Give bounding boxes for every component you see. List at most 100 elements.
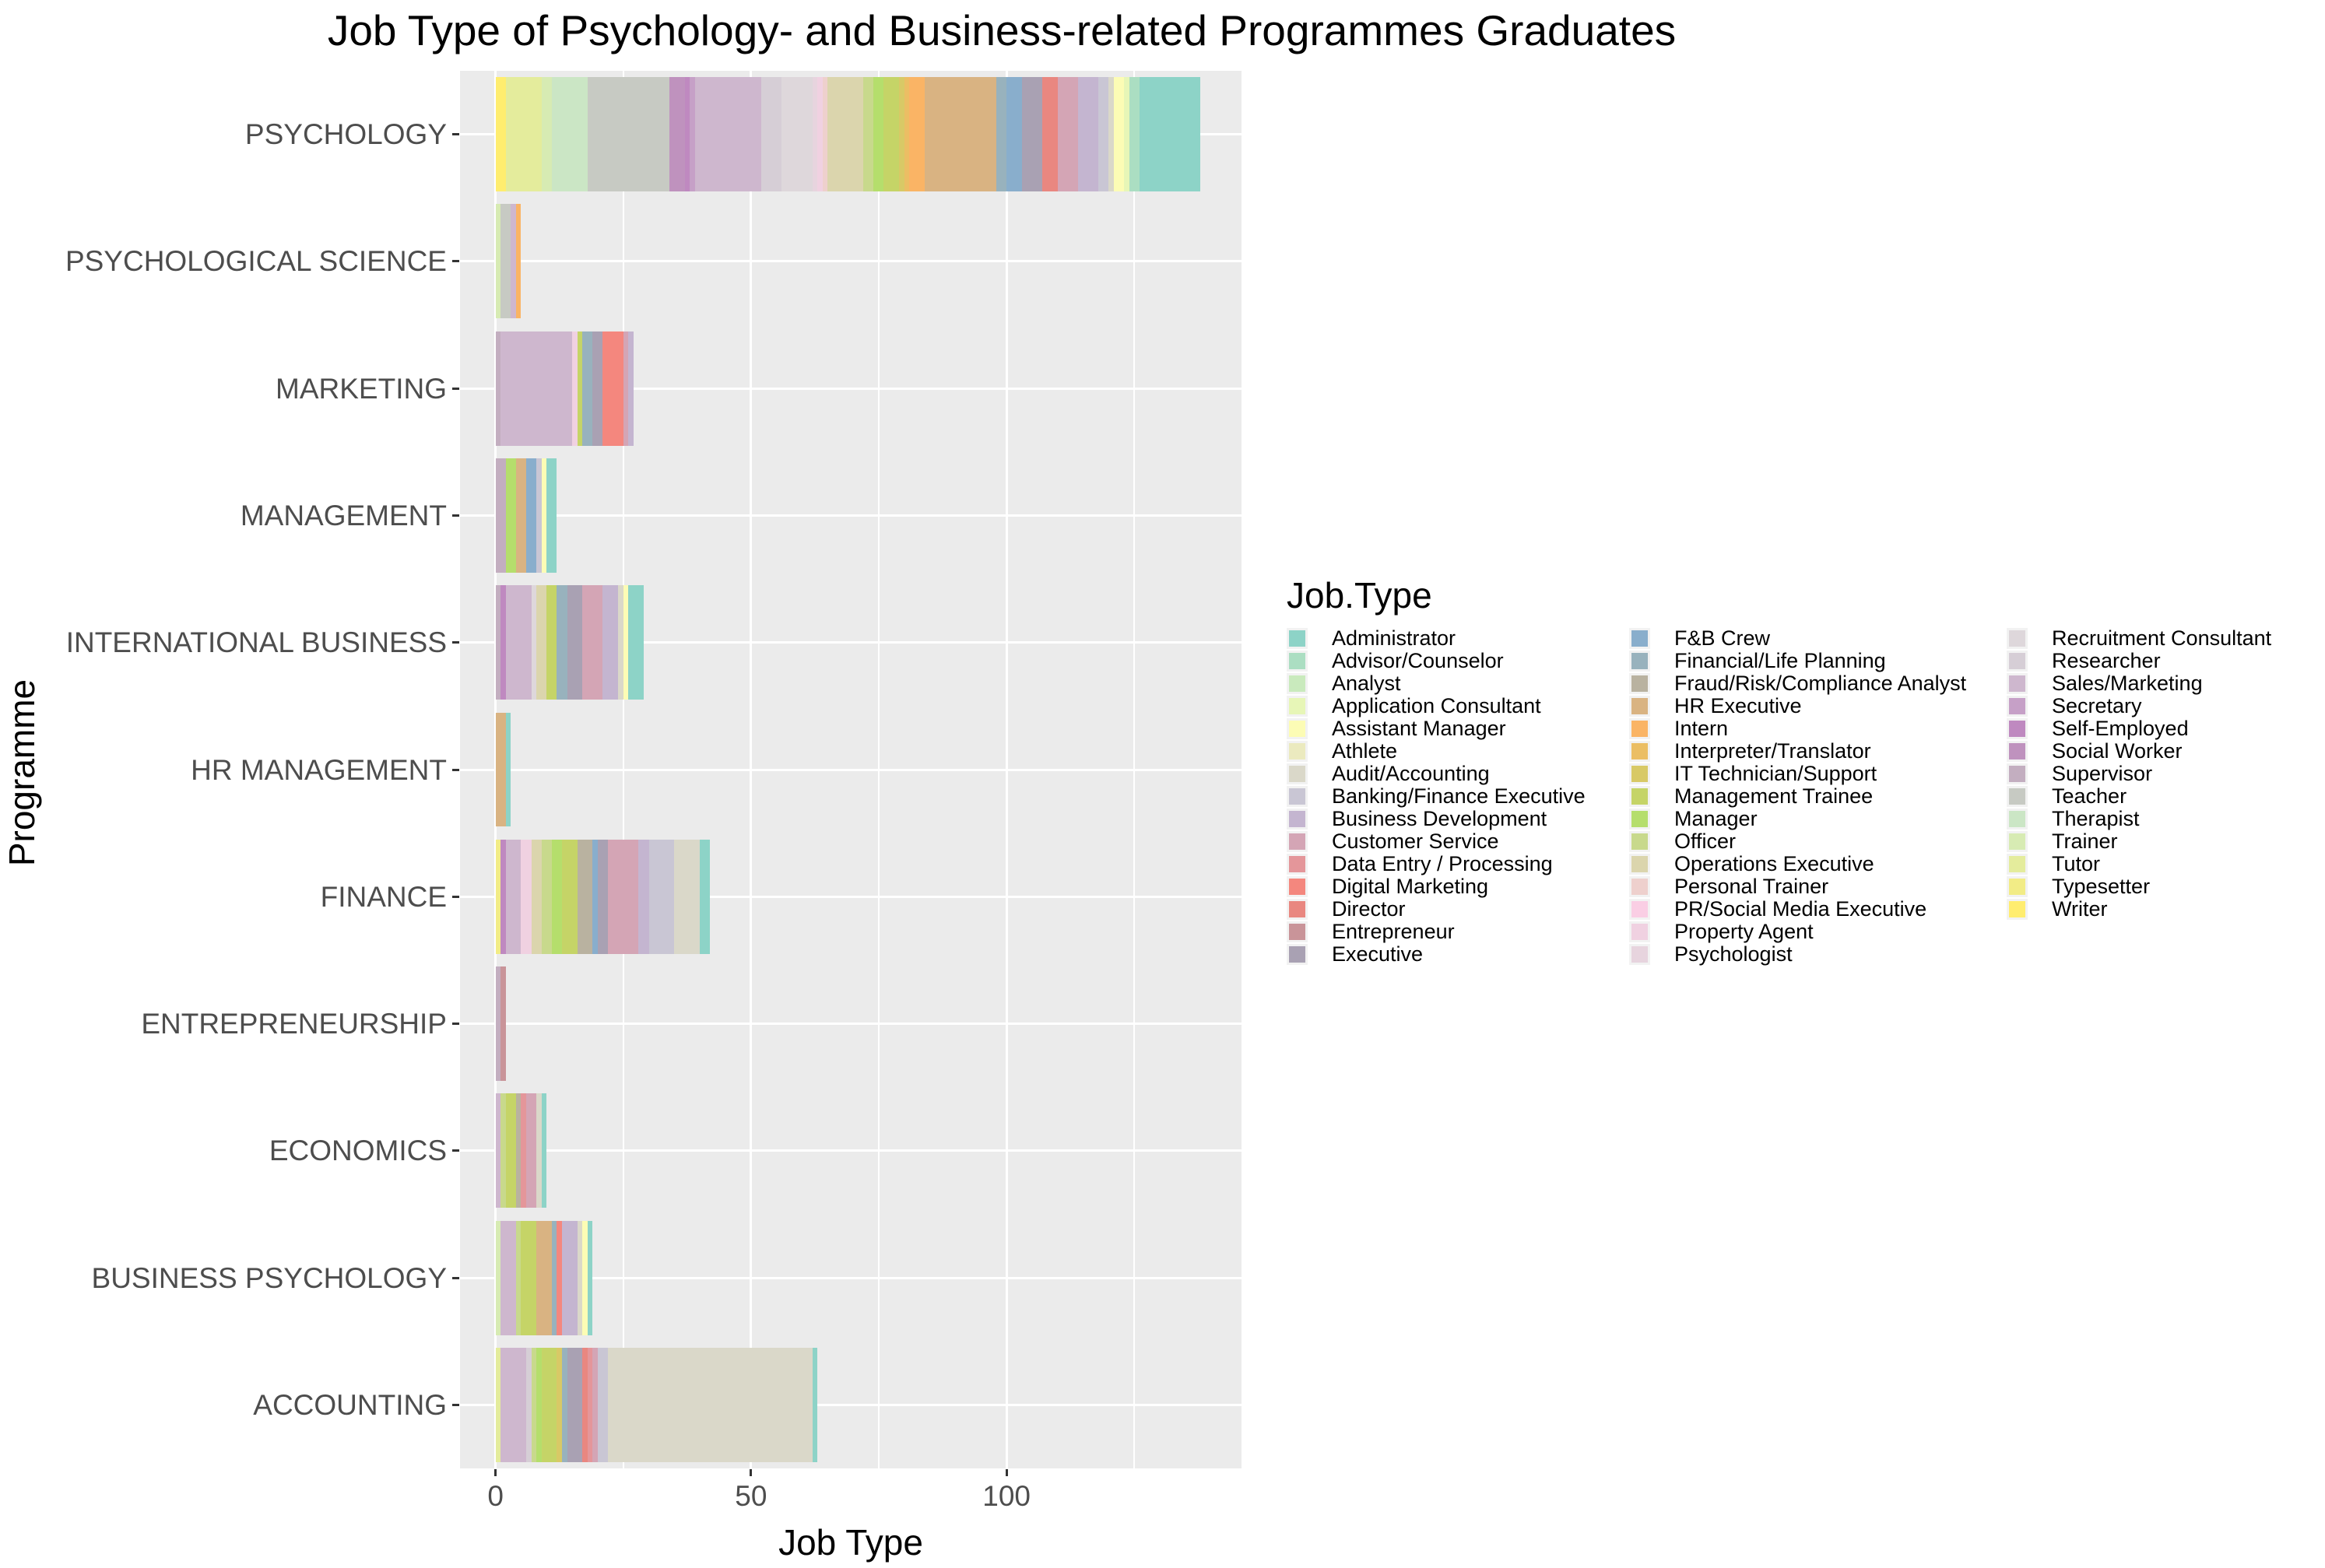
legend-label: Financial/Life Planning xyxy=(1674,649,1886,672)
legend-swatch-icon xyxy=(1289,675,1305,692)
y-axis-label-hr-management: HR MANAGEMENT xyxy=(191,753,447,786)
legend-swatch-icon xyxy=(1289,766,1305,782)
bar-segment-data-entry-processing xyxy=(521,1093,526,1208)
bar-segment-customer-service xyxy=(592,1347,598,1462)
bar-segment-sales-marketing xyxy=(511,204,516,319)
legend-swatch-icon xyxy=(1631,698,1648,714)
legend-key xyxy=(2007,876,2028,897)
legend-swatch-icon xyxy=(1631,630,1648,647)
legend-key xyxy=(1287,854,1308,875)
legend-key xyxy=(1629,854,1650,875)
legend-label: Analyst xyxy=(1332,672,1401,695)
legend-swatch-icon xyxy=(2009,788,2025,805)
legend-swatch-icon xyxy=(1289,856,1305,872)
bar-finance xyxy=(495,839,711,954)
bar-segment-sales-marketing xyxy=(500,331,573,446)
legend-label: Data Entry / Processing xyxy=(1332,852,1553,875)
legend-swatch-icon xyxy=(1289,630,1305,647)
legend-label: Writer xyxy=(2052,897,2108,921)
legend-swatch-icon xyxy=(2009,811,2025,827)
legend-key xyxy=(1629,831,1650,852)
legend-key xyxy=(2007,741,2028,762)
y-tick-mark xyxy=(452,1276,459,1279)
legend-label: Therapist xyxy=(2052,807,2140,830)
bar-segment-audit-accounting xyxy=(536,1093,542,1208)
bar-segment-banking-finance-executive xyxy=(1098,77,1109,192)
bar-segment-data-entry-processing xyxy=(587,1347,593,1462)
legend-swatch-icon xyxy=(2009,698,2025,714)
bar-segment-management-trainee xyxy=(521,1220,537,1335)
legend-item-assistant-manager: Assistant Manager xyxy=(1287,717,1629,740)
bar-segment-banking-finance-executive xyxy=(536,458,542,573)
bar-segment-director xyxy=(1041,77,1058,192)
legend-swatch-icon xyxy=(1631,675,1648,692)
bar-segment-trainer xyxy=(495,1220,501,1335)
legend-label: Fraud/Risk/Compliance Analyst xyxy=(1674,672,1967,695)
legend-item-director: Director xyxy=(1287,898,1629,921)
x-tick-mark xyxy=(494,1469,497,1476)
y-tick-mark xyxy=(452,514,459,517)
legend-item-therapist: Therapist xyxy=(2007,808,2325,830)
bar-segment-digital-marketing xyxy=(557,1220,562,1335)
legend-key xyxy=(1287,899,1308,920)
legend-key xyxy=(1287,763,1308,784)
y-tick-mark xyxy=(452,895,459,898)
legend-label: Researcher xyxy=(2052,649,2161,672)
bar-segment-management-trainee xyxy=(577,331,583,446)
legend-swatch-icon xyxy=(2009,833,2025,850)
bar-accounting xyxy=(495,1347,818,1462)
bar-segment-application-consultant xyxy=(1123,77,1129,192)
legend-item-interpreter-translator: Interpreter/Translator xyxy=(1629,740,2007,763)
gridline-minor xyxy=(1133,71,1136,1468)
legend-item-entrepreneur: Entrepreneur xyxy=(1287,921,1629,943)
bar-segment-f-b-crew xyxy=(592,839,598,954)
legend-swatch-icon xyxy=(2009,675,2025,692)
legend-item-supervisor: Supervisor xyxy=(2007,763,2325,785)
bar-segment-typesetter xyxy=(495,839,501,954)
legend-key xyxy=(1629,786,1650,807)
legend-label: Director xyxy=(1332,897,1406,921)
legend-swatch-icon xyxy=(1631,653,1648,669)
bar-segment-administrator xyxy=(546,458,557,573)
bar-economics xyxy=(495,1093,547,1208)
legend-label: HR Executive xyxy=(1674,694,1802,717)
legend-label: Advisor/Counselor xyxy=(1332,649,1504,672)
bar-segment-property-agent xyxy=(817,77,823,192)
bar-segment-manager xyxy=(551,839,562,954)
legend-label: Interpreter/Translator xyxy=(1674,739,1871,763)
legend-key xyxy=(1629,899,1650,920)
gridline-horizontal xyxy=(460,641,1242,644)
gridline-horizontal xyxy=(460,1023,1242,1026)
legend-label: Recruitment Consultant xyxy=(2052,626,2272,650)
legend-swatch-icon xyxy=(2009,901,2025,917)
legend-key xyxy=(1287,831,1308,852)
x-axis-title: Job Type xyxy=(778,1522,923,1563)
legend-swatch-icon xyxy=(1289,833,1305,850)
legend-item-psychologist: Psychologist xyxy=(1629,943,2007,966)
bar-segment-supervisor xyxy=(495,458,506,573)
legend-column-3: Recruitment Consultant Researcher Sales/Ma… xyxy=(2007,627,2325,921)
gridline-minor xyxy=(622,71,624,1468)
legend-label: Personal Trainer xyxy=(1674,875,1829,898)
legend-item-operations-executive: Operations Executive xyxy=(1629,853,2007,875)
bar-segment-financial-life-planning xyxy=(582,331,593,446)
y-axis-title: Programme xyxy=(2,679,42,867)
bar-segment-audit-accounting xyxy=(577,1220,583,1335)
legend-item-application-consultant: Application Consultant xyxy=(1287,695,1629,717)
bar-segment-director xyxy=(582,1347,588,1462)
bar-segment-sales-marketing xyxy=(505,585,532,700)
legend-label: Typesetter xyxy=(2052,875,2151,898)
legend-key xyxy=(1629,944,1650,965)
bar-segment-officer xyxy=(515,1220,522,1335)
legend-swatch-icon xyxy=(1631,856,1648,872)
bar-segment-secretary xyxy=(690,77,695,192)
bar-segment-sales-marketing xyxy=(495,1093,501,1208)
bar-segment-tutor xyxy=(495,1347,501,1462)
legend-swatch-icon xyxy=(2009,879,2025,895)
legend-label: Property Agent xyxy=(1674,920,1814,943)
legend-item-self-employed: Self-Employed xyxy=(2007,717,2325,740)
bar-segment-researcher xyxy=(760,77,782,192)
legend-key xyxy=(1287,809,1308,830)
y-tick-mark xyxy=(452,260,459,263)
bar-segment-executive xyxy=(567,1347,583,1462)
